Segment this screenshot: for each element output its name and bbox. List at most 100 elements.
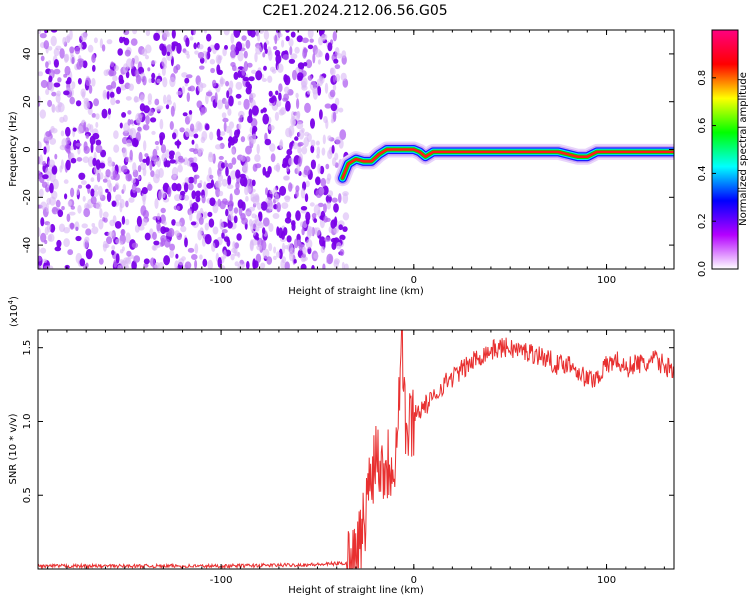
noise-blob [135, 131, 141, 142]
noise-blob [125, 200, 129, 208]
noise-blob [209, 197, 216, 206]
noise-blob [145, 55, 149, 60]
noise-blob [185, 127, 190, 138]
noise-blob [258, 211, 263, 222]
noise-blob [264, 138, 272, 146]
noise-blob [246, 186, 252, 193]
noise-blob [297, 146, 302, 154]
noise-blob [45, 88, 50, 95]
noise-blob [255, 253, 262, 263]
noise-blob [243, 98, 250, 110]
noise-blob [131, 183, 137, 194]
noise-blob [50, 35, 57, 47]
noise-blob [207, 153, 215, 163]
y-tick-label: 40 [22, 48, 33, 61]
noise-blob [176, 90, 182, 96]
noise-blob [83, 207, 91, 218]
noise-blob [314, 227, 321, 236]
noise-blob [225, 80, 230, 87]
noise-blob [53, 59, 60, 68]
y-tick-label: 0 [22, 146, 33, 152]
noise-blob [187, 183, 194, 191]
noise-blob [176, 139, 180, 149]
noise-blob [169, 243, 176, 251]
noise-blob [205, 91, 213, 97]
noise-blob [212, 203, 219, 214]
noise-blob [38, 30, 41, 35]
noise-blob [250, 192, 255, 202]
noise-blob [285, 100, 291, 112]
noise-blob [267, 75, 273, 83]
noise-blob [228, 141, 231, 149]
noise-blob [118, 259, 125, 264]
noise-blob [266, 256, 273, 265]
noise-blob [342, 193, 349, 204]
noise-blob [274, 34, 278, 45]
noise-blob [331, 241, 337, 250]
noise-blob [160, 235, 167, 243]
noise-blob [288, 157, 294, 166]
noise-blob [305, 239, 313, 249]
noise-blob [170, 105, 175, 117]
noise-blob [95, 113, 100, 120]
noise-blob [169, 76, 176, 88]
noise-blob [111, 250, 115, 256]
noise-blob [95, 159, 101, 171]
noise-blob [288, 38, 294, 47]
noise-blob [230, 253, 235, 261]
noise-blob [92, 64, 96, 72]
noise-blob [155, 216, 162, 225]
noise-blob [152, 245, 156, 251]
noise-blob [95, 121, 99, 128]
noise-blob [333, 58, 339, 64]
noise-blob [198, 216, 204, 225]
noise-blob [305, 59, 313, 69]
noise-blob [273, 46, 278, 50]
noise-blob [159, 241, 164, 247]
noise-blob [67, 249, 74, 256]
noise-blob [270, 153, 276, 163]
noise-blob [115, 194, 122, 201]
noise-blob [93, 190, 99, 197]
noise-blob [206, 182, 213, 189]
noise-blob [225, 125, 231, 134]
noise-blob [125, 173, 133, 182]
noise-blob [327, 190, 334, 197]
noise-blob [276, 226, 280, 236]
noise-blob [301, 146, 308, 155]
noise-blob [53, 82, 61, 88]
x-tick-label: 100 [597, 575, 616, 586]
noise-blob [65, 126, 71, 137]
noise-blob [158, 168, 164, 178]
noise-blob [300, 263, 307, 269]
noise-blob [291, 222, 296, 231]
noise-blob [72, 127, 77, 132]
noise-blob [218, 55, 223, 61]
noise-blob [51, 104, 56, 113]
noise-blob [256, 202, 262, 210]
noise-blob [200, 83, 207, 89]
frequency-ridge [334, 141, 674, 187]
noise-blob [205, 94, 209, 105]
noise-blob [55, 199, 61, 208]
noise-blob [133, 96, 140, 103]
noise-blob [139, 103, 146, 112]
noise-blob [151, 72, 156, 79]
noise-blob [159, 43, 165, 51]
noise-blob [240, 136, 246, 143]
noise-blob [75, 235, 82, 242]
noise-blob [85, 77, 91, 86]
noise-blob [63, 179, 69, 184]
noise-blob [321, 33, 328, 40]
noise-blob [183, 194, 190, 201]
noise-blob [307, 75, 313, 81]
noise-blob [117, 264, 122, 269]
noise-blob [59, 48, 65, 59]
noise-blob [167, 186, 172, 198]
noise-blob [303, 47, 308, 58]
noise-blob [190, 162, 197, 168]
noise-blob [219, 200, 226, 210]
noise-blob [150, 170, 155, 178]
noise-blob [237, 51, 244, 62]
noise-blob [176, 205, 180, 211]
